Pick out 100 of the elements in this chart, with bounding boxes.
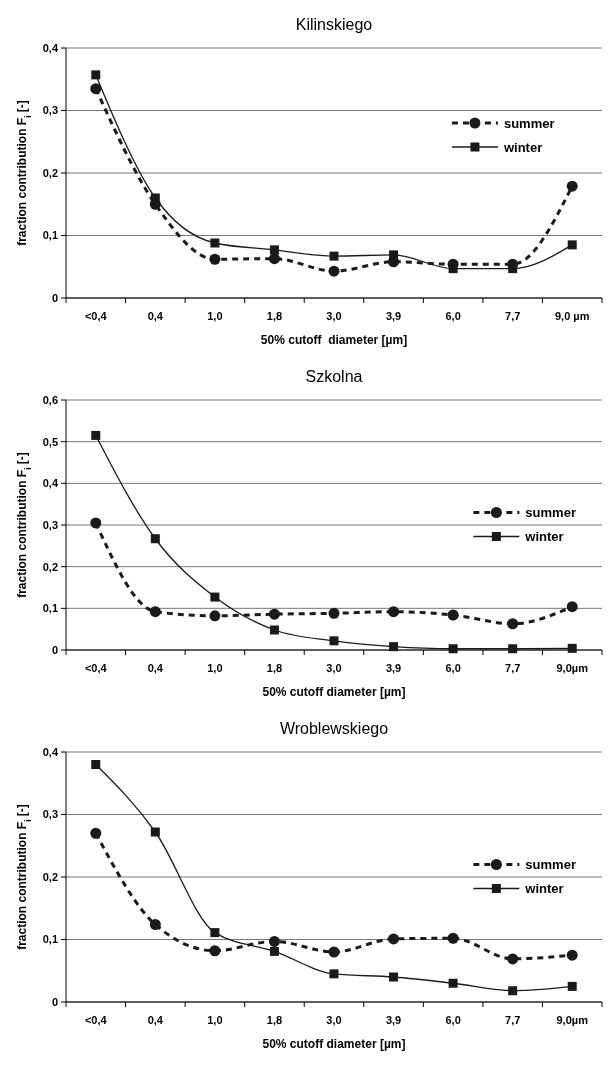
point [328, 265, 340, 277]
x-tick-label: 1,8 [266, 662, 283, 674]
x-tick-label: 6,0 [445, 310, 461, 322]
x-tick-label: 9,0 µm [554, 310, 590, 322]
point [567, 240, 577, 250]
x-axis-title: 50% cutoff diameter [µm] [262, 685, 406, 699]
y-tick-label: 0,4 [42, 745, 59, 758]
point [389, 250, 399, 260]
point [508, 986, 518, 996]
chart-title: Szkolna [305, 368, 363, 385]
x-axis-title: 50% cutoff diameter [µm] [260, 333, 408, 347]
x-tick-label: 7,7 [505, 310, 521, 322]
y-tick-label: 0,2 [42, 560, 58, 573]
point [328, 946, 340, 958]
y-tick-label: 0 [51, 995, 58, 1008]
point [209, 253, 221, 265]
chart-title: Wroblewskiego [279, 720, 389, 737]
chart-title: Kilinskiego [295, 16, 373, 33]
point [389, 642, 399, 652]
point [507, 953, 519, 965]
point [448, 644, 458, 654]
x-tick-label: 7,7 [505, 662, 521, 674]
point [150, 193, 160, 203]
y-tick-label: 0,5 [42, 435, 58, 448]
point [150, 534, 160, 544]
legend-label: summer [503, 115, 555, 131]
point [91, 430, 101, 440]
x-tick-label: 6,0 [445, 1014, 461, 1026]
x-tick-label: 9,0µm [556, 662, 589, 674]
y-tick-label: 0,2 [42, 166, 58, 179]
x-tick-label: 0,4 [147, 662, 164, 674]
x-axis-title: 50% cutoff diameter [µm] [262, 1037, 406, 1051]
point [448, 978, 458, 988]
y-tick-label: 0,6 [42, 393, 58, 406]
point [210, 928, 220, 938]
x-tick-label: 1,0 [207, 662, 223, 674]
point [447, 932, 459, 944]
point [507, 618, 519, 630]
y-tick-label: 0,4 [42, 41, 59, 54]
point [447, 609, 459, 621]
point [567, 981, 577, 991]
point [210, 238, 220, 248]
point [91, 760, 101, 769]
x-tick-label: 3,0 [326, 1014, 342, 1026]
x-tick-label: 1,0 [207, 1014, 223, 1026]
point [90, 517, 102, 529]
point [268, 253, 280, 265]
point [567, 643, 577, 653]
y-tick-label: 0,1 [42, 602, 58, 615]
point [328, 607, 340, 619]
x-tick-label: 0,4 [147, 310, 164, 322]
x-tick-label: 7,7 [505, 1014, 521, 1026]
y-tick-label: 0,4 [42, 477, 59, 490]
legend-label: summer [525, 505, 576, 521]
x-tick-label: 1,0 [207, 310, 223, 322]
point [388, 933, 400, 945]
legend-label: winter [502, 139, 543, 155]
point [90, 83, 102, 95]
point [508, 644, 518, 654]
legend-label: winter [524, 529, 564, 545]
x-tick-label: 3,9 [385, 662, 402, 674]
point [329, 251, 339, 261]
point [91, 70, 101, 80]
x-tick-label: 3,9 [385, 1014, 402, 1026]
y-tick-label: 0,3 [42, 518, 58, 531]
point [389, 972, 399, 982]
x-tick-label: <0,4 [84, 662, 108, 674]
point [269, 245, 279, 255]
y-tick-label: 0 [51, 643, 58, 656]
x-tick-label: 3,0 [326, 662, 342, 674]
point [268, 608, 280, 620]
point [209, 610, 221, 622]
x-tick-label: 1,8 [266, 310, 283, 322]
x-tick-label: 0,4 [147, 1014, 164, 1026]
y-tick-label: 0,1 [42, 933, 58, 946]
legend-label: winter [524, 881, 564, 897]
x-tick-label: <0,4 [84, 310, 108, 322]
point [90, 827, 102, 839]
point [210, 592, 220, 602]
y-tick-label: 0 [51, 291, 58, 304]
legend-label: summer [525, 857, 576, 873]
point [329, 636, 339, 646]
point [268, 935, 280, 947]
point [209, 945, 221, 957]
point [269, 946, 279, 956]
point [150, 827, 160, 837]
point [566, 180, 578, 192]
point [566, 601, 578, 613]
x-tick-label: 1,8 [266, 1014, 283, 1026]
point [329, 969, 339, 979]
point [149, 919, 161, 930]
y-tick-label: 0,2 [42, 870, 58, 883]
point [269, 625, 279, 635]
x-tick-label: 9,0µm [556, 1014, 589, 1026]
x-tick-label: 3,0 [326, 310, 342, 322]
x-tick-label: 3,9 [385, 310, 402, 322]
y-tick-label: 0,3 [42, 808, 58, 821]
y-tick-label: 0,1 [42, 229, 58, 242]
x-tick-label: 6,0 [445, 662, 461, 674]
point [566, 949, 578, 961]
